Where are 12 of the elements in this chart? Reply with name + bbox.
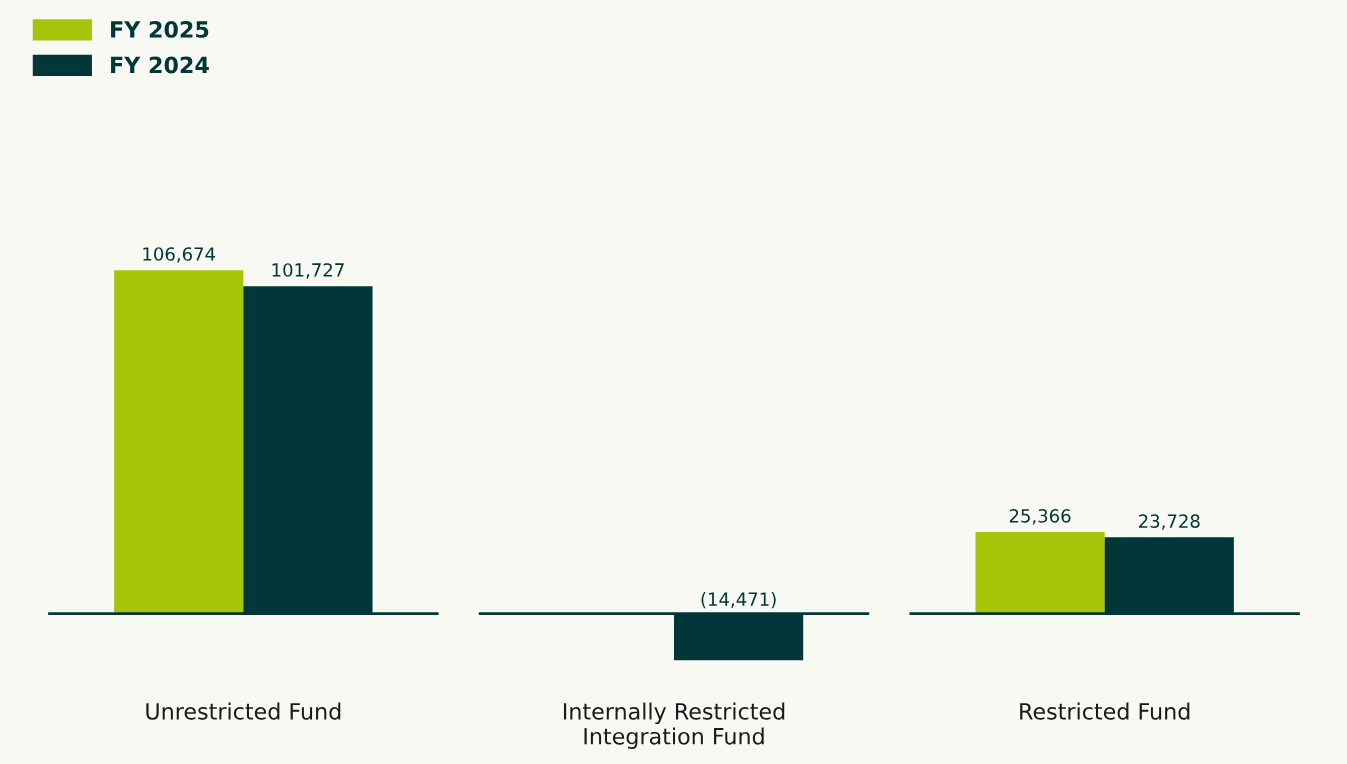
bar: [975, 532, 1105, 614]
data-label: 23,728: [1139, 514, 1200, 530]
data-label: (14,471): [701, 592, 776, 609]
x-tick-label: Unrestricted Fund: [146, 702, 341, 720]
x-tick-label: Internally Restricted Integration Fund: [563, 702, 785, 749]
data-label: 106,674: [143, 247, 216, 263]
x-tick-label: Restricted Fund: [1020, 702, 1190, 720]
legend-label: FY 2024: [111, 56, 209, 74]
bar: [114, 270, 244, 614]
data-label: 25,366: [1009, 509, 1071, 525]
legend-label: FY 2025: [111, 21, 209, 38]
data-label: 101,727: [272, 263, 344, 279]
